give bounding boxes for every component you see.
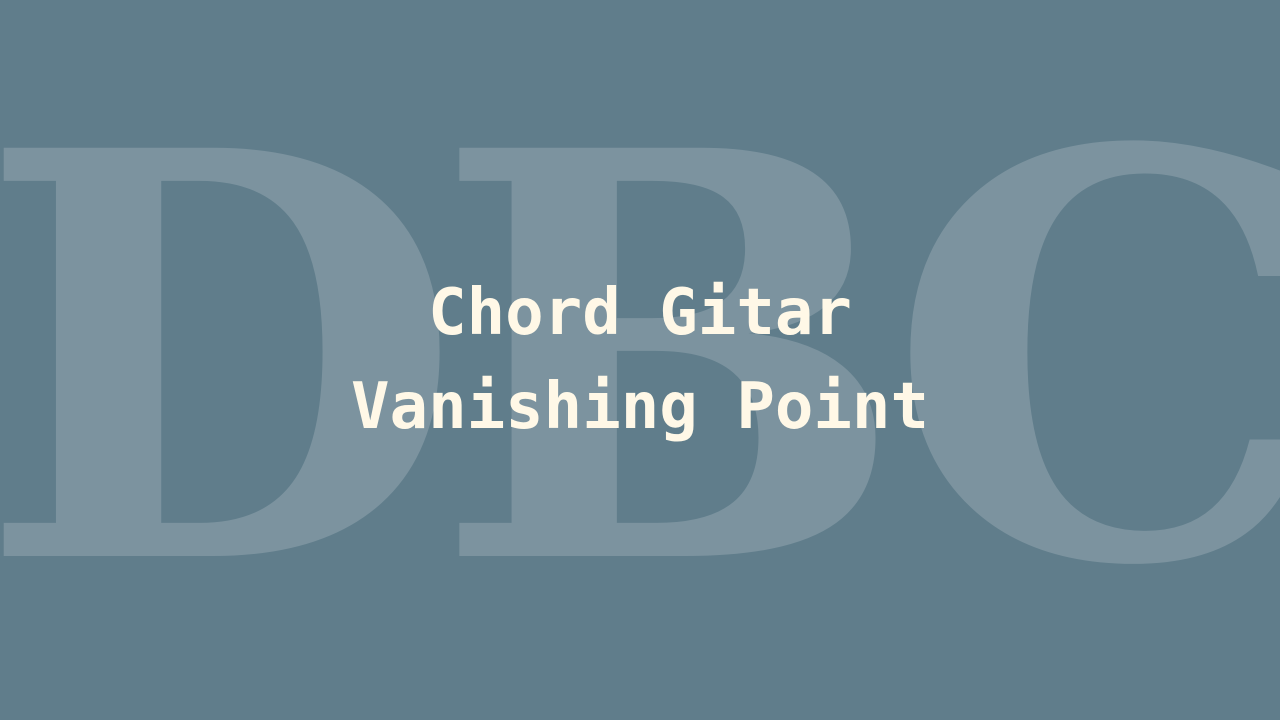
title-line-1: Chord Gitar bbox=[428, 276, 852, 350]
title-line-2: Vanishing Point bbox=[351, 370, 929, 444]
watermark-logo-text: DBC bbox=[0, 31, 1280, 689]
